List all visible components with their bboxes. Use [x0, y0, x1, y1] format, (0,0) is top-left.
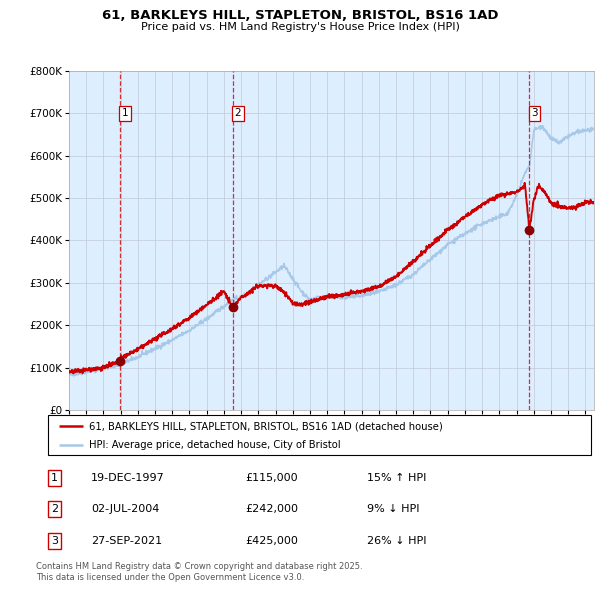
- Text: 3: 3: [51, 536, 58, 546]
- Text: 1: 1: [122, 108, 128, 118]
- Text: 61, BARKLEYS HILL, STAPLETON, BRISTOL, BS16 1AD (detached house): 61, BARKLEYS HILL, STAPLETON, BRISTOL, B…: [89, 421, 442, 431]
- FancyBboxPatch shape: [48, 415, 591, 455]
- Text: 3: 3: [531, 108, 538, 118]
- Text: Price paid vs. HM Land Registry's House Price Index (HPI): Price paid vs. HM Land Registry's House …: [140, 22, 460, 32]
- Text: 02-JUL-2004: 02-JUL-2004: [91, 504, 160, 514]
- Text: £425,000: £425,000: [246, 536, 299, 546]
- Text: 26% ↓ HPI: 26% ↓ HPI: [367, 536, 427, 546]
- Text: 15% ↑ HPI: 15% ↑ HPI: [367, 473, 427, 483]
- Text: Contains HM Land Registry data © Crown copyright and database right 2025.
This d: Contains HM Land Registry data © Crown c…: [36, 562, 362, 582]
- Text: £115,000: £115,000: [246, 473, 298, 483]
- Text: 1: 1: [51, 473, 58, 483]
- Text: 9% ↓ HPI: 9% ↓ HPI: [367, 504, 420, 514]
- Text: £242,000: £242,000: [246, 504, 299, 514]
- Text: HPI: Average price, detached house, City of Bristol: HPI: Average price, detached house, City…: [89, 440, 340, 450]
- Text: 2: 2: [235, 108, 241, 118]
- Text: 19-DEC-1997: 19-DEC-1997: [91, 473, 165, 483]
- Text: 27-SEP-2021: 27-SEP-2021: [91, 536, 163, 546]
- Text: 61, BARKLEYS HILL, STAPLETON, BRISTOL, BS16 1AD: 61, BARKLEYS HILL, STAPLETON, BRISTOL, B…: [102, 9, 498, 22]
- Text: 2: 2: [50, 504, 58, 514]
